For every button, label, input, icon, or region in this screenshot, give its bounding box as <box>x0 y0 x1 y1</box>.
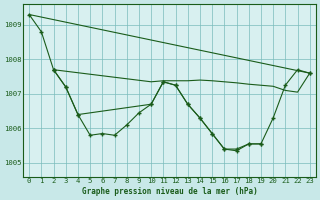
X-axis label: Graphe pression niveau de la mer (hPa): Graphe pression niveau de la mer (hPa) <box>82 187 257 196</box>
